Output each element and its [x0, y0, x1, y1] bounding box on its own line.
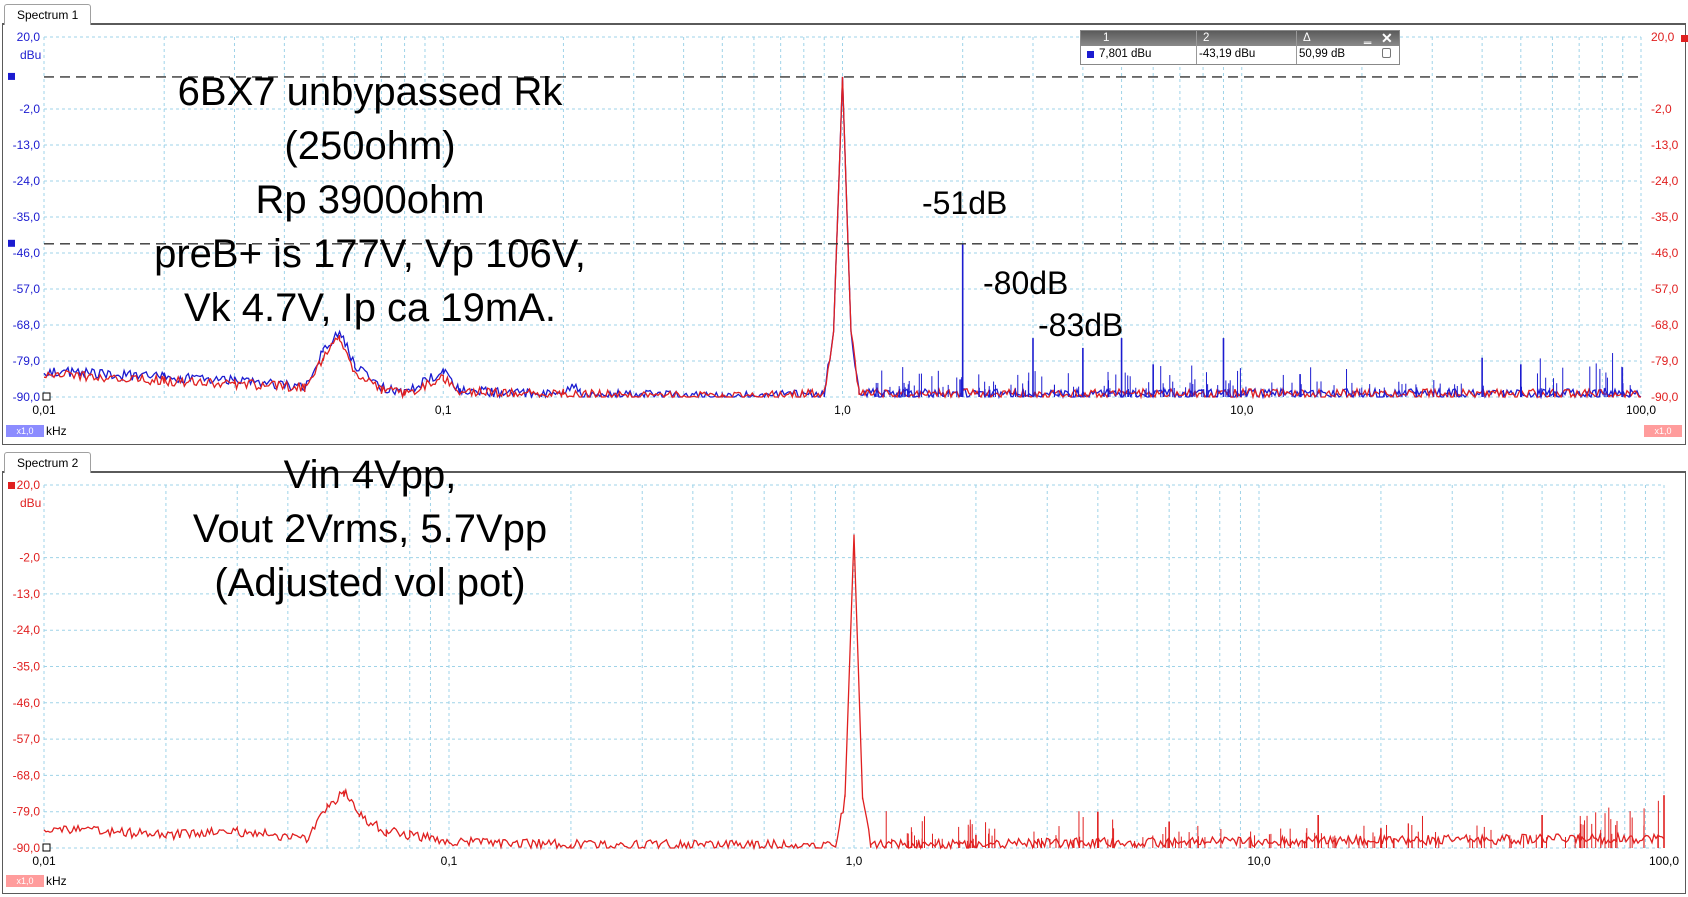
minimize-icon[interactable]: ‗ — [1364, 29, 1372, 44]
peak-label-5th: -83dB — [1038, 307, 1124, 343]
annotation-line: Vk 4.7V, Ip ca 19mA. — [183, 286, 557, 330]
annotation-line: Vout 2Vrms, 5.7Vpp — [192, 507, 548, 551]
cursor-2-value: -43,19 dBu — [1199, 48, 1256, 60]
y-tick-label-right: -24,0 — [1651, 174, 1679, 188]
y-tick-label: -57,0 — [13, 732, 41, 746]
y-tick-label: -90,0 — [13, 841, 41, 855]
spectrum-1-frame — [2, 23, 1686, 445]
y-tick-label: 20,0 — [17, 30, 41, 44]
x-tick-label: 0,01 — [32, 403, 56, 417]
x-tick-label: 100,0 — [1626, 403, 1656, 417]
cursor-readout-values: 7,801 dBu -43,19 dBu 50,99 dB — [1081, 46, 1399, 63]
y-tick-label: -68,0 — [13, 318, 41, 332]
lock-icon[interactable] — [1382, 48, 1391, 58]
annotation-line: preB+ is 177V, Vp 106V, — [154, 232, 586, 276]
x-tick-label: 1,0 — [834, 403, 851, 417]
y-tick-label: -2,0 — [19, 102, 40, 116]
x-tick-label: 100,0 — [1649, 854, 1679, 868]
y-tick-label-right: -90,0 — [1651, 390, 1679, 404]
spectrum-2-plot[interactable]: 20,0 -2,0 -13,0 -24,0 -35,0 -46,0 -57,0 -68,0 -7… — [0, 448, 1688, 897]
cursor-1-color-icon — [1087, 51, 1094, 58]
y-tick-label-right: -57,0 — [1651, 282, 1679, 296]
y-tick-label-right: -68,0 — [1651, 318, 1679, 332]
spectrum-1-panel: Spectrum 1 20,0 20,0 -2,0 -2,0 -13,0 -13,0 -24… — [0, 0, 1688, 448]
annotation-line: 6BX7 unbypassed Rk — [177, 70, 563, 114]
x1-badge-left[interactable]: x1,0 — [6, 875, 44, 887]
spectrum-2-frame — [2, 471, 1686, 894]
y-tick-label: -13,0 — [13, 587, 41, 601]
channel-marker-icon — [8, 482, 15, 489]
y-tick-label: -79,0 — [13, 805, 41, 819]
tab-spectrum-2[interactable]: Spectrum 2 — [4, 452, 92, 473]
cursor-delta-header: Δ — [1303, 32, 1311, 44]
y-tick-label: -68,0 — [13, 768, 41, 782]
x-tick-label: 10,0 — [1247, 854, 1271, 868]
x1-badge-right[interactable]: x1,0 — [1644, 425, 1682, 437]
y-tick-label: -24,0 — [13, 623, 41, 637]
channel-marker-icon — [1681, 35, 1688, 42]
spectrum-2-panel: Spectrum 2 20,0 -2,0 -13,0 -24,0 -35,0 -46,0 -… — [0, 448, 1688, 897]
y-tick-label-right: -35,0 — [1651, 210, 1679, 224]
cursor-marker-icon — [8, 239, 15, 247]
divider — [1196, 31, 1197, 64]
axis-origin-marker — [42, 843, 51, 852]
spectrum-2-annotation: Vin 4Vpp, Vout 2Vrms, 5.7Vpp (Adjusted v… — [130, 448, 610, 610]
y-tick-label: -46,0 — [13, 246, 41, 260]
y-tick-label: -2,0 — [19, 551, 40, 565]
y-tick-label: -57,0 — [13, 282, 41, 296]
y-tick-label-right: -79,0 — [1651, 354, 1679, 368]
x-tick-label: 10,0 — [1230, 403, 1254, 417]
peak-label-2nd: -51dB — [922, 185, 1008, 221]
cursor-delta-value: 50,99 dB — [1299, 48, 1346, 60]
y-tick-label-right: -2,0 — [1651, 102, 1672, 116]
y-tick-label: -35,0 — [13, 210, 41, 224]
x-unit-label: kHz — [46, 874, 67, 888]
cursor-readout-header: 1 2 Δ ‗ ✕ — [1081, 29, 1399, 46]
y-tick-label: 20,0 — [17, 478, 41, 492]
annotation-line: (250ohm) — [284, 124, 456, 168]
cursor-marker-icon — [8, 72, 15, 80]
annotation-line: Vin 4Vpp, — [283, 453, 457, 497]
series-line — [43, 76, 1641, 400]
x1-badge-left[interactable]: x1,0 — [6, 425, 44, 437]
annotation-line: Rp 3900ohm — [255, 178, 485, 222]
y-tick-label-right: -46,0 — [1651, 246, 1679, 260]
spectrum-1-annotation: 6BX7 unbypassed Rk (250ohm) Rp 3900ohm p… — [95, 65, 645, 335]
divider — [1296, 31, 1297, 64]
y-tick-label-right: -13,0 — [1651, 138, 1679, 152]
y-tick-label: -79,0 — [13, 354, 41, 368]
x-tick-label: 0,01 — [32, 854, 56, 868]
x-tick-label: 1,0 — [846, 854, 863, 868]
y-tick-label: -35,0 — [13, 660, 41, 674]
x-unit-label: kHz — [46, 424, 67, 438]
cursor-2-header: 2 — [1203, 32, 1210, 44]
y-tick-label: -90,0 — [13, 390, 41, 404]
cursor-1-value: 7,801 dBu — [1099, 48, 1152, 60]
y-unit-label: dBu — [20, 496, 42, 510]
annotation-line: (Adjusted vol pot) — [214, 561, 526, 605]
cursor-1-header: 1 — [1103, 32, 1110, 44]
cursor-readout-box[interactable]: 1 2 Δ ‗ ✕ 7,801 dBu -43,19 dBu 50,99 dB — [1080, 29, 1400, 65]
y-tick-label: -46,0 — [13, 696, 41, 710]
y-unit-label: dBu — [20, 48, 42, 62]
y-tick-label-right: 20,0 — [1651, 30, 1675, 44]
x-tick-label: 0,1 — [435, 403, 452, 417]
series-line — [43, 534, 1665, 851]
y-tick-label: -13,0 — [13, 138, 41, 152]
peak-label-3rd: -80dB — [983, 265, 1069, 301]
x-tick-label: 0,1 — [441, 854, 458, 868]
tab-spectrum-1[interactable]: Spectrum 1 — [4, 4, 92, 25]
y-tick-label: -24,0 — [13, 174, 41, 188]
axis-origin-marker — [42, 392, 51, 401]
close-icon[interactable]: ✕ — [1381, 30, 1393, 46]
spectrum-1-plot[interactable]: 20,0 20,0 -2,0 -2,0 -13,0 -13,0 -24,0 -24,0 -35,… — [0, 0, 1688, 448]
